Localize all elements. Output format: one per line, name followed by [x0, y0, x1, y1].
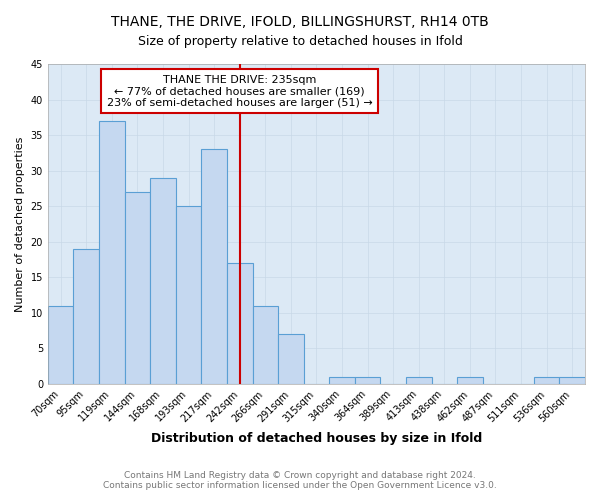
Y-axis label: Number of detached properties: Number of detached properties	[15, 136, 25, 312]
Bar	[176, 206, 202, 384]
Bar	[48, 306, 73, 384]
Bar	[73, 249, 99, 384]
Bar	[125, 192, 150, 384]
Text: THANE, THE DRIVE, IFOLD, BILLINGSHURST, RH14 0TB: THANE, THE DRIVE, IFOLD, BILLINGSHURST, …	[111, 15, 489, 29]
Bar	[355, 377, 380, 384]
Bar	[457, 377, 482, 384]
Bar	[202, 150, 227, 384]
Text: THANE THE DRIVE: 235sqm
← 77% of detached houses are smaller (169)
23% of semi-d: THANE THE DRIVE: 235sqm ← 77% of detache…	[107, 74, 373, 108]
Bar	[278, 334, 304, 384]
Bar	[406, 377, 431, 384]
Text: Size of property relative to detached houses in Ifold: Size of property relative to detached ho…	[137, 35, 463, 48]
Bar	[559, 377, 585, 384]
Bar	[329, 377, 355, 384]
X-axis label: Distribution of detached houses by size in Ifold: Distribution of detached houses by size …	[151, 432, 482, 445]
Bar	[150, 178, 176, 384]
Bar	[99, 121, 125, 384]
Text: Contains HM Land Registry data © Crown copyright and database right 2024.
Contai: Contains HM Land Registry data © Crown c…	[103, 470, 497, 490]
Bar	[227, 263, 253, 384]
Bar	[253, 306, 278, 384]
Bar	[534, 377, 559, 384]
